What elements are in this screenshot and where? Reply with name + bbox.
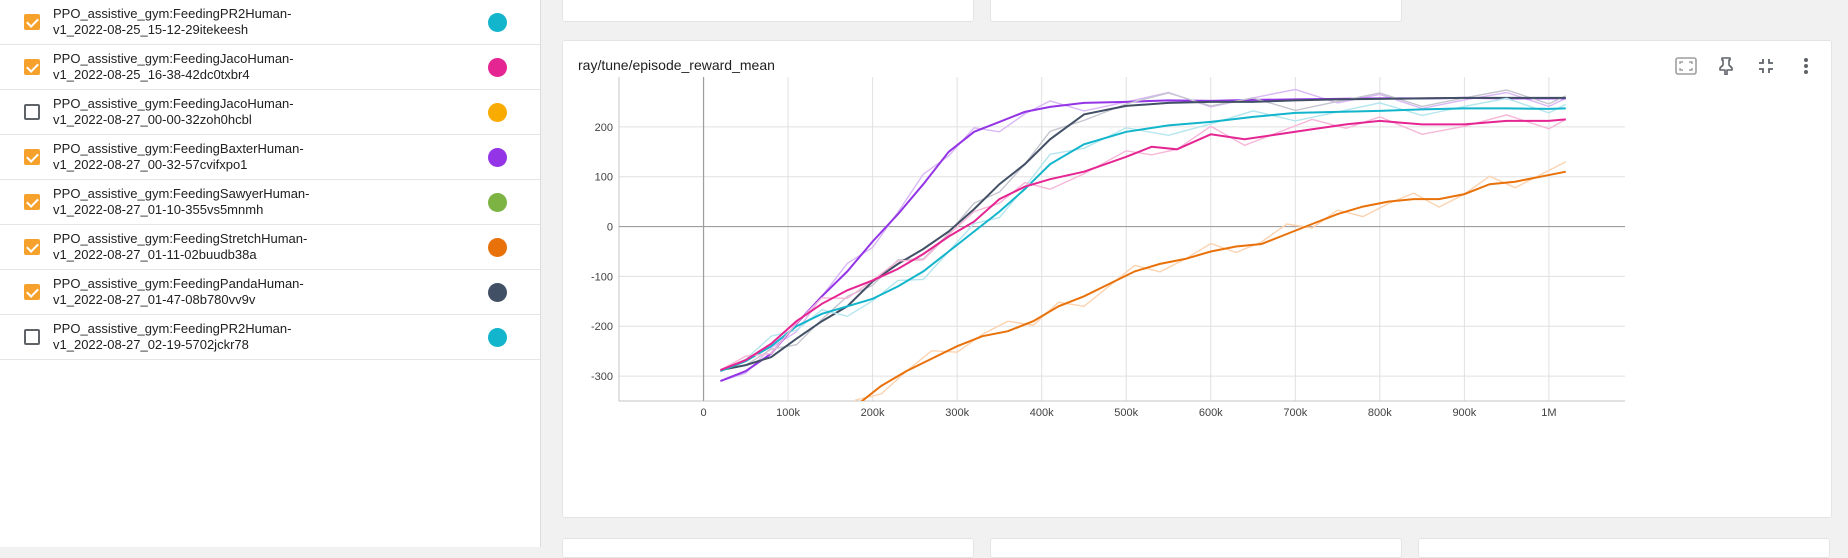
run-row[interactable]: PPO_assistive_gym:FeedingPandaHuman-v1_2… [0, 270, 540, 315]
run-name-line-2: v1_2022-08-25_16-38-42dc0txbr4 [53, 67, 250, 82]
run-color-swatch[interactable] [488, 193, 507, 212]
collapse-button[interactable] [1753, 53, 1779, 79]
run-name-line-2: v1_2022-08-27_01-10-355vs5mnmh [53, 202, 264, 217]
fit-domain-icon [1675, 57, 1697, 75]
chart-card-partial-bottom-3 [1418, 538, 1830, 558]
x-tick-label: 200k [861, 407, 885, 419]
run-color-swatch[interactable] [488, 328, 507, 347]
run-name-line-1: PPO_assistive_gym:FeedingJacoHuman- [53, 51, 294, 66]
more-options-button[interactable] [1793, 53, 1819, 79]
y-tick-label: -200 [591, 321, 613, 333]
run-checkbox[interactable] [24, 284, 40, 300]
chart-card-partial-bottom-2 [990, 538, 1402, 558]
run-checkbox[interactable] [24, 149, 40, 165]
run-name: PPO_assistive_gym:FeedingPR2Human-v1_202… [53, 6, 383, 38]
chart-card-partial-bottom-1 [562, 538, 974, 558]
run-checkbox[interactable] [24, 59, 40, 75]
chart-card-partial-top-2 [990, 0, 1402, 22]
run-row[interactable]: PPO_assistive_gym:FeedingPR2Human-v1_202… [0, 315, 540, 360]
run-color-swatch[interactable] [488, 148, 507, 167]
series-line [720, 96, 1566, 383]
run-name-line-2: v1_2022-08-25_15-12-29itekeesh [53, 22, 249, 37]
run-name: PPO_assistive_gym:FeedingJacoHuman-v1_20… [53, 51, 383, 83]
x-tick-label: 500k [1114, 407, 1138, 419]
series-raw-line [720, 97, 1567, 372]
run-color-swatch[interactable] [488, 238, 507, 257]
pin-icon [1719, 57, 1733, 75]
run-row[interactable]: PPO_assistive_gym:FeedingPR2Human-v1_202… [0, 0, 540, 45]
run-row[interactable]: PPO_assistive_gym:FeedingSawyerHuman-v1_… [0, 180, 540, 225]
x-tick-label: 400k [1030, 407, 1054, 419]
x-tick-label: 700k [1283, 407, 1307, 419]
x-tick-label: 900k [1452, 407, 1476, 419]
y-tick-label: 100 [595, 172, 613, 184]
run-name-line-1: PPO_assistive_gym:FeedingJacoHuman- [53, 96, 294, 111]
run-name: PPO_assistive_gym:FeedingStretchHuman-v1… [53, 231, 383, 263]
series-raw-line [720, 88, 1567, 382]
run-name-line-2: v1_2022-08-27_01-11-02buudb38a [53, 247, 257, 262]
run-name-line-2: v1_2022-08-27_00-32-57cvifxpo1 [53, 157, 248, 172]
run-name-line-1: PPO_assistive_gym:FeedingPR2Human- [53, 321, 292, 336]
run-row[interactable]: PPO_assistive_gym:FeedingJacoHuman-v1_20… [0, 45, 540, 90]
series-raw-line [720, 89, 1567, 371]
run-checkbox[interactable] [24, 104, 40, 120]
series-raw-line [853, 161, 1567, 401]
run-name: PPO_assistive_gym:FeedingJacoHuman-v1_20… [53, 96, 383, 128]
y-tick-label: -300 [591, 371, 613, 383]
run-name-line-2: v1_2022-08-27_00-00-32zoh0hcbl [53, 112, 252, 127]
run-row[interactable]: PPO_assistive_gym:FeedingStretchHuman-v1… [0, 225, 540, 270]
fit-domain-button[interactable] [1673, 53, 1699, 79]
x-tick-label: 800k [1368, 407, 1392, 419]
run-name: PPO_assistive_gym:FeedingSawyerHuman-v1_… [53, 186, 383, 218]
run-name-line-1: PPO_assistive_gym:FeedingPandaHuman- [53, 276, 304, 291]
series-line [720, 96, 1566, 372]
run-checkbox[interactable] [24, 239, 40, 255]
run-row[interactable]: PPO_assistive_gym:FeedingJacoHuman-v1_20… [0, 90, 540, 135]
chart-card-partial-top-1 [562, 0, 974, 22]
more-vert-icon [1804, 58, 1808, 74]
run-name-line-1: PPO_assistive_gym:FeedingStretchHuman- [53, 231, 308, 246]
y-tick-label: -100 [591, 271, 613, 283]
run-name-line-2: v1_2022-08-27_01-47-08b780vv9v [53, 292, 256, 307]
run-name: PPO_assistive_gym:FeedingPandaHuman-v1_2… [53, 276, 383, 308]
chart-title: ray/tune/episode_reward_mean [578, 57, 775, 73]
series-line [720, 118, 1566, 372]
run-name-line-1: PPO_assistive_gym:FeedingBaxterHuman- [53, 141, 304, 156]
run-checkbox[interactable] [24, 14, 40, 30]
run-name: PPO_assistive_gym:FeedingPR2Human-v1_202… [53, 321, 383, 353]
series-line [860, 170, 1566, 401]
x-tick-label: 1M [1541, 407, 1556, 419]
run-list-panel: PPO_assistive_gym:FeedingPR2Human-v1_202… [0, 0, 541, 547]
y-tick-label: 0 [607, 222, 613, 234]
x-tick-label: 300k [945, 407, 969, 419]
series-raw-line [720, 114, 1567, 371]
run-name-line-2: v1_2022-08-27_02-19-5702jckr78 [53, 337, 249, 352]
x-tick-label: 0 [700, 407, 706, 419]
chart-card: ray/tune/episode_reward_mean 0 100k 200k 30… [562, 40, 1832, 518]
run-checkbox[interactable] [24, 329, 40, 345]
series-line [720, 107, 1566, 373]
collapse-icon [1759, 59, 1773, 73]
run-row[interactable]: PPO_assistive_gym:FeedingBaxterHuman-v1_… [0, 135, 540, 180]
run-color-swatch[interactable] [488, 103, 507, 122]
run-name-line-1: PPO_assistive_gym:FeedingSawyerHuman- [53, 186, 310, 201]
pin-button[interactable] [1713, 53, 1739, 79]
x-tick-label: 600k [1199, 407, 1223, 419]
run-name: PPO_assistive_gym:FeedingBaxterHuman-v1_… [53, 141, 383, 173]
run-name-line-1: PPO_assistive_gym:FeedingPR2Human- [53, 6, 292, 21]
line-chart[interactable]: 0 100k 200k 300k 400k 500k 600k 700k 800k 900k 1M -… [563, 41, 1831, 517]
y-tick-label: 200 [595, 122, 613, 134]
run-color-swatch[interactable] [488, 13, 507, 32]
x-tick-label: 100k [776, 407, 800, 419]
run-checkbox[interactable] [24, 194, 40, 210]
run-color-swatch[interactable] [488, 58, 507, 77]
run-color-swatch[interactable] [488, 283, 507, 302]
